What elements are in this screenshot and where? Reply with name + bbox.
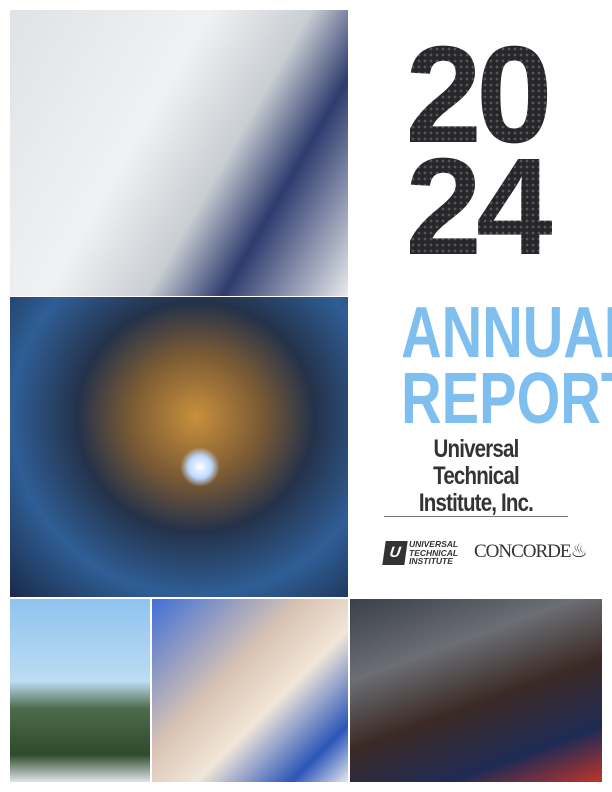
concorde-logo-text: CONCORDE <box>474 541 572 562</box>
photo-dental <box>152 599 348 782</box>
flame-icon: ♨ <box>570 541 588 562</box>
uti-logo-line3: INSTITUTE <box>409 556 453 566</box>
company-line1: Universal Technical <box>433 435 519 490</box>
year-bottom: 24 <box>380 138 572 276</box>
divider <box>384 516 568 517</box>
photo-welder <box>10 297 348 597</box>
uti-logo-mark: U <box>382 540 408 565</box>
company-line2: Institute, Inc. <box>418 489 534 517</box>
uti-logo: U UNIVERSAL TECHNICAL INSTITUTE <box>382 539 459 566</box>
uti-logo-line1: UNIVERSAL <box>409 539 459 549</box>
photo-instructor-student <box>10 10 348 296</box>
photo-auto-technician <box>350 599 602 782</box>
company-name: Universal Technical Institute, Inc. <box>391 436 562 517</box>
concorde-logo: CONCORDE♨ <box>474 540 588 563</box>
photo-wind-technician <box>10 599 150 782</box>
year-top: 20 <box>380 26 572 164</box>
title-report: REPORT <box>401 359 612 439</box>
uti-logo-line2: TECHNICAL <box>409 547 459 558</box>
title-annual: ANNUAL <box>401 293 612 373</box>
